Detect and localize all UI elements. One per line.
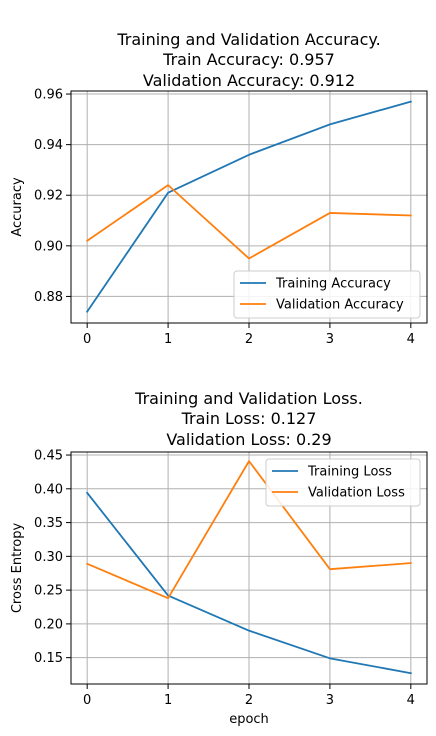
legend: Training Loss Validation Loss [265, 458, 421, 507]
y-tick-label: 0.45 [34, 449, 63, 464]
x-tick-label: 4 [407, 332, 415, 347]
y-tick-label: 0.25 [34, 584, 63, 599]
x-tick-label: 2 [245, 332, 253, 347]
chart-title-line: Training and Validation Loss. [134, 389, 363, 408]
y-tick-label: 0.35 [34, 516, 63, 531]
x-tick-label: 2 [245, 693, 253, 708]
x-tick-label: 0 [83, 693, 91, 708]
chart-title-line: Training and Validation Accuracy. [116, 30, 380, 49]
y-tick-label: 0.20 [34, 617, 63, 632]
x-tick-label: 4 [407, 693, 415, 708]
legend-box [265, 458, 421, 507]
y-tick-label: 0.15 [34, 651, 63, 666]
x-tick-label: 3 [326, 693, 334, 708]
y-tick-label: 0.88 [34, 290, 63, 305]
series-line-validation-loss [85, 460, 412, 600]
x-tick-label: 0 [83, 332, 91, 347]
y-tick-label: 0.94 [34, 138, 63, 153]
y-axis-label: Cross Entropy [10, 523, 25, 614]
chart-title-line: Train Accuracy: 0.957 [162, 50, 335, 69]
series-line-training-accuracy [85, 100, 412, 313]
chart-2: Training and Validation Loss.Train Loss:… [10, 389, 428, 727]
series-line-validation-accuracy [85, 184, 412, 260]
x-axis-label: epoch [229, 712, 269, 727]
legend-label: Training Accuracy [275, 277, 391, 292]
x-tick-label: 1 [164, 332, 172, 347]
legend: Training Accuracy Validation Accuracy [233, 270, 421, 319]
chart-title-line: Validation Accuracy: 0.912 [143, 71, 355, 90]
chart-title-line: Train Loss: 0.127 [181, 409, 317, 428]
chart-title-line: Validation Loss: 0.29 [166, 430, 331, 449]
legend-label: Validation Loss [308, 486, 405, 501]
series-line-training-loss [85, 491, 412, 675]
y-tick-label: 0.30 [34, 550, 63, 565]
x-tick-label: 1 [164, 693, 172, 708]
legend-box [233, 270, 421, 319]
chart-1: Training and Validation Accuracy.Train A… [10, 30, 428, 347]
legend-label: Validation Accuracy [276, 298, 404, 313]
legend-label: Training Loss [307, 465, 392, 480]
y-tick-label: 0.90 [34, 239, 63, 254]
y-tick-label: 0.40 [34, 482, 63, 497]
y-tick-label: 0.96 [34, 88, 63, 103]
y-axis-label: Accuracy [10, 177, 25, 237]
y-tick-label: 0.92 [34, 189, 63, 204]
x-tick-label: 3 [326, 332, 334, 347]
